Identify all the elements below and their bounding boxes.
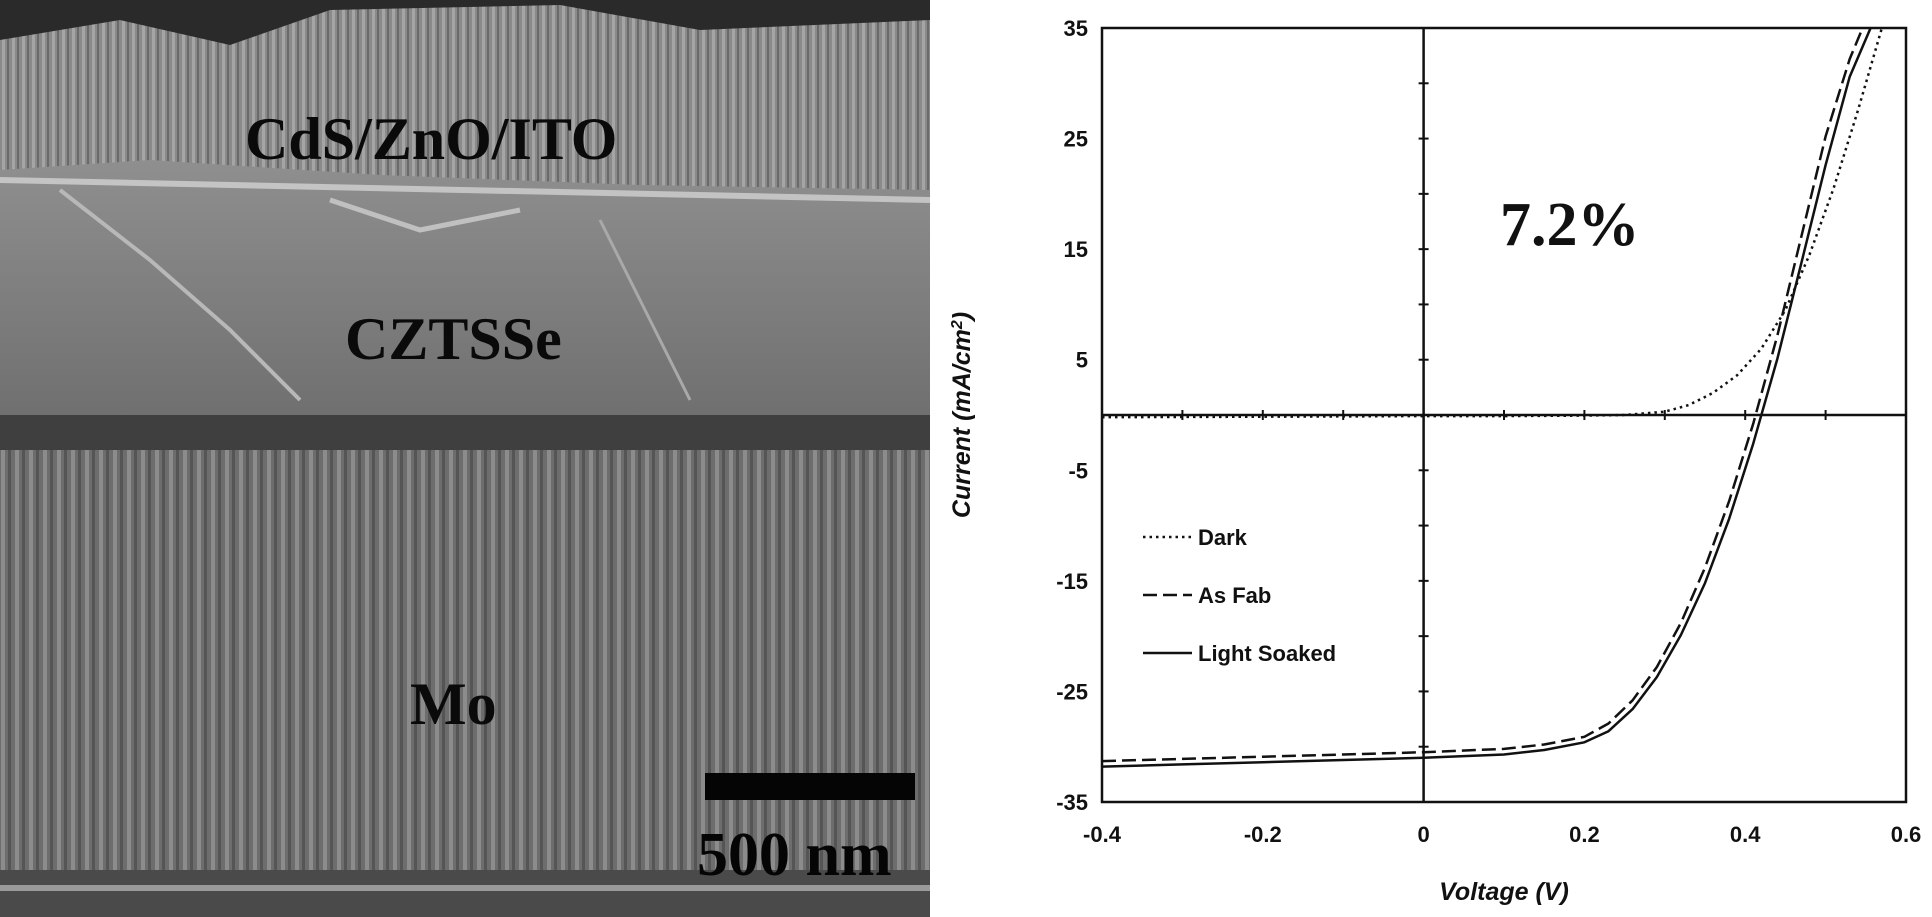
y-axis-title-main: Current (mA/cm — [948, 329, 976, 518]
axes-layer — [1101, 27, 1907, 803]
x-tick-label: 0.2 — [1569, 822, 1600, 847]
y-tick-label: 15 — [1064, 237, 1088, 262]
y-tick-label: 35 — [1064, 16, 1088, 41]
series-line-as-fab — [1101, 27, 1864, 763]
jv-chart-svg: -0.4 -0.2 0 0.2 0.4 0.6 -35 -25 -15 -5 5 15 25 35 7.2… — [948, 16, 1921, 906]
efficiency-annotation: 7.2% — [1500, 191, 1640, 259]
series-layer — [1101, 27, 1884, 768]
scale-bar-label: 500 nm — [697, 821, 892, 889]
x-tick-label: -0.4 — [1083, 822, 1122, 847]
x-tick-label: 0.4 — [1730, 822, 1761, 847]
scale-bar — [705, 773, 915, 800]
layer-label-cds-zno-ito: CdS/ZnO/ITO — [245, 106, 618, 172]
y-tick-label: 5 — [1076, 348, 1088, 373]
y-axis-title: Current (mA/cm2) — [948, 312, 976, 518]
y-tick-label: -25 — [1056, 679, 1088, 704]
series-line-light-soaked — [1101, 27, 1872, 768]
sem-image — [0, 0, 930, 917]
y-tick-label: -5 — [1068, 458, 1088, 483]
y-tick-label: -35 — [1056, 790, 1088, 815]
tick-label-layer: -0.4 -0.2 0 0.2 0.4 0.6 -35 -25 -15 -5 5 15 25 35 — [1056, 16, 1921, 847]
y-axis-title-close: ) — [948, 312, 976, 323]
legend-label: As Fab — [1198, 583, 1271, 608]
x-tick-label: 0 — [1417, 822, 1429, 847]
y-tick-label: -15 — [1056, 569, 1088, 594]
layer-label-cztsse: CZTSSe — [345, 306, 562, 372]
y-tick-label: 25 — [1064, 127, 1088, 152]
y-axis-title-sup: 2 — [949, 320, 966, 330]
legend: Dark As Fab Light Soaked — [1143, 525, 1336, 666]
x-axis-title: Voltage (V) — [1439, 878, 1569, 906]
sem-micrograph: CdS/ZnO/ITO CZTSSe Mo 500 nm — [0, 0, 930, 917]
legend-label: Light Soaked — [1198, 641, 1336, 666]
legend-label: Dark — [1198, 525, 1248, 550]
jv-chart: -0.4 -0.2 0 0.2 0.4 0.6 -35 -25 -15 -5 5 15 25 35 7.2… — [930, 0, 1932, 917]
x-tick-label: 0.6 — [1891, 822, 1922, 847]
layer-label-mo: Mo — [410, 671, 497, 737]
x-tick-label: -0.2 — [1244, 822, 1282, 847]
series-line-dark — [1101, 27, 1884, 419]
